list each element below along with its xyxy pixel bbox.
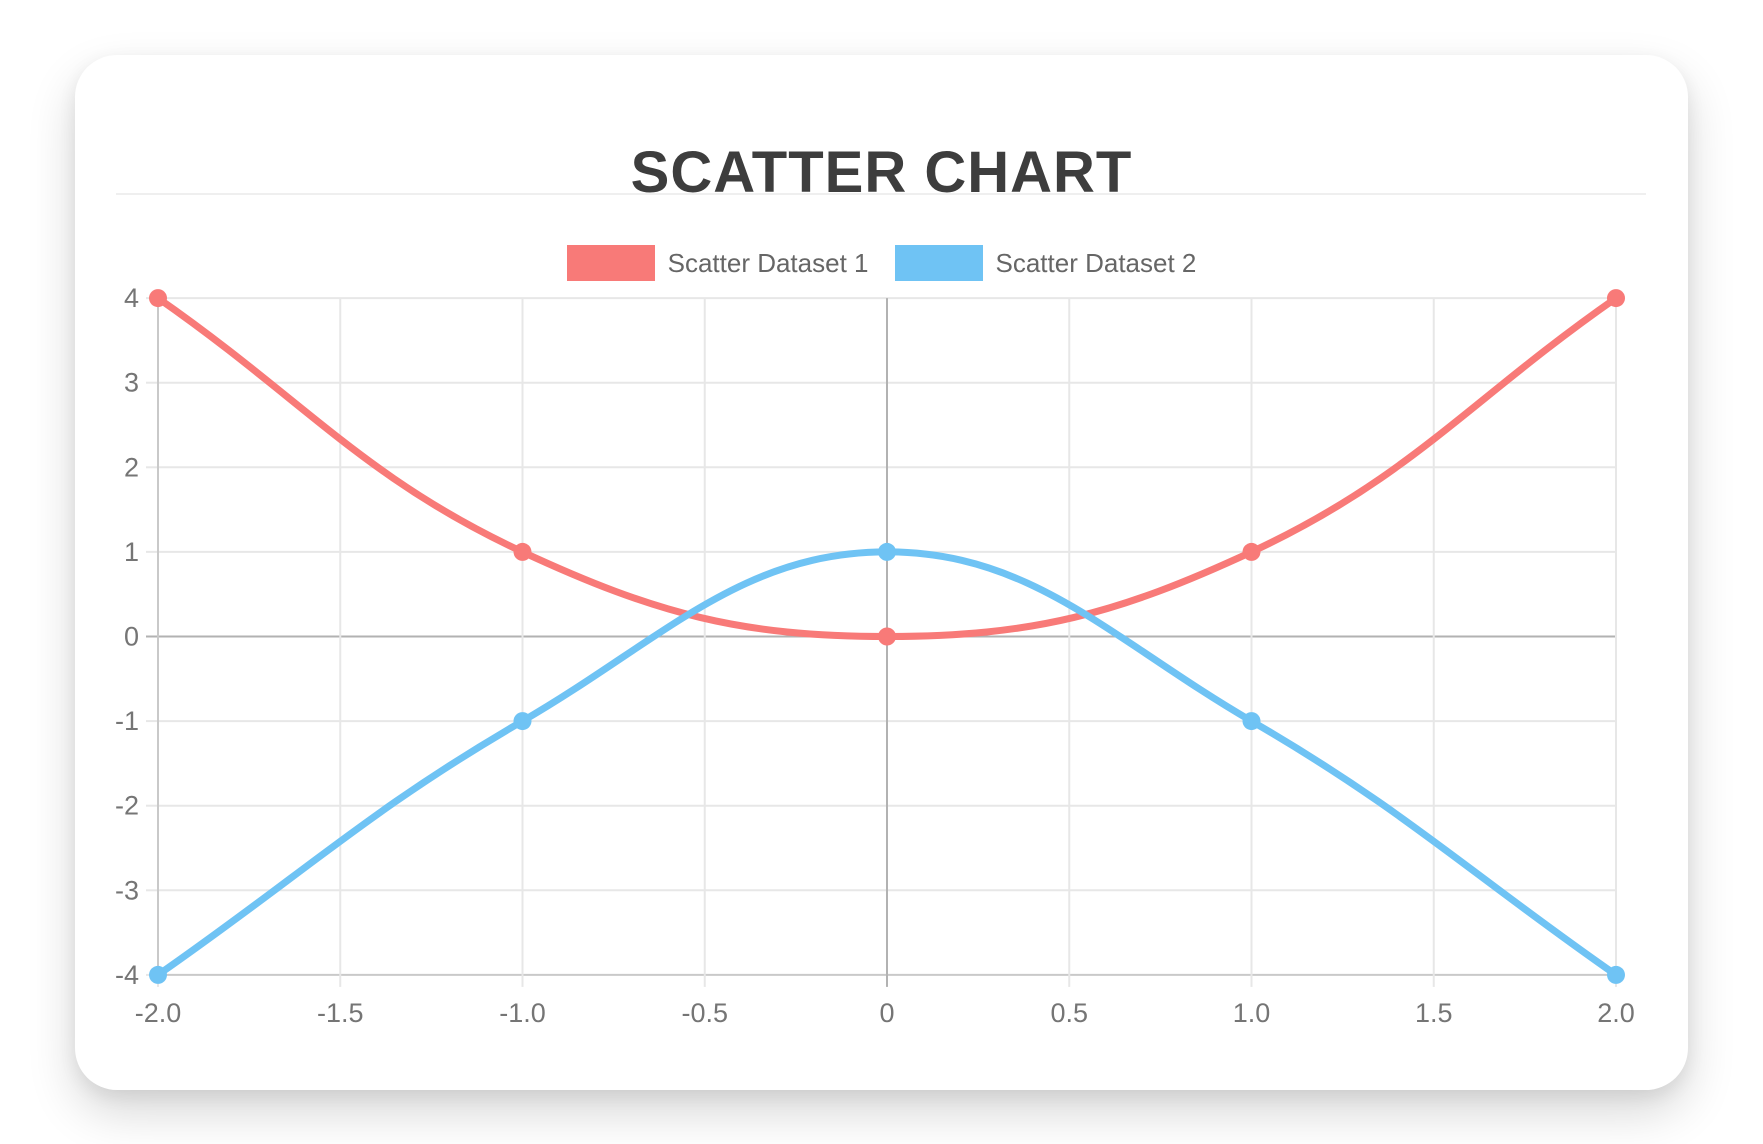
x-tick-label-0: 0 (879, 998, 894, 1028)
y-tick-label--2: -2 (115, 791, 139, 821)
scatter-plot-canvas[interactable]: 4 3 2 1 0 -1 -2 -3 -4 -2.0 -1.5 -1.0 -0.5 0 0.5 1.0 1.5 2… (75, 55, 1688, 1090)
data-point-s2-3[interactable] (1242, 712, 1261, 731)
chart-card: SCATTER CHART Scatter Dataset 1 Scatter D… (75, 55, 1688, 1090)
x-tick-label--0.5: -0.5 (681, 998, 728, 1028)
title-divider (116, 193, 1646, 195)
legend-swatch-1 (566, 245, 655, 281)
data-point-s1-1[interactable] (513, 542, 532, 561)
x-tick-label-2.0: 2.0 (1597, 998, 1635, 1028)
data-point-s1-0[interactable] (149, 289, 167, 308)
legend-swatch-2 (894, 245, 983, 281)
data-point-s1-4[interactable] (1607, 289, 1625, 308)
y-tick-label-4: 4 (124, 283, 139, 313)
legend: Scatter Dataset 1 Scatter Dataset 2 (75, 245, 1688, 281)
x-tick-label--2.0: -2.0 (135, 998, 182, 1028)
x-tick-label-1.5: 1.5 (1415, 998, 1453, 1028)
legend-label-2: Scatter Dataset 2 (995, 247, 1197, 278)
data-point-s1-2[interactable] (878, 627, 896, 646)
y-tick-label-1: 1 (124, 537, 139, 567)
y-tick-label--1: -1 (115, 706, 139, 736)
data-point-s1-3[interactable] (1242, 542, 1261, 561)
data-point-s2-0[interactable] (149, 965, 167, 984)
y-tick-label--4: -4 (115, 960, 139, 990)
legend-label-1: Scatter Dataset 1 (667, 247, 869, 278)
x-tick-label--1.5: -1.5 (317, 998, 364, 1028)
x-tick-label-0.5: 0.5 (1050, 998, 1088, 1028)
x-tick-label-1.0: 1.0 (1233, 998, 1271, 1028)
data-point-s2-4[interactable] (1607, 965, 1625, 984)
y-tick-label--3: -3 (115, 875, 139, 905)
y-tick-label-3: 3 (124, 368, 139, 398)
y-tick-label-0: 0 (124, 622, 139, 652)
legend-item-1[interactable]: Scatter Dataset 1 (566, 245, 869, 281)
legend-item-2[interactable]: Scatter Dataset 2 (894, 245, 1197, 281)
x-tick-label--1.0: -1.0 (499, 998, 546, 1028)
y-tick-label-2: 2 (124, 452, 139, 482)
data-point-s2-2[interactable] (878, 542, 896, 561)
data-point-s2-1[interactable] (513, 712, 532, 731)
